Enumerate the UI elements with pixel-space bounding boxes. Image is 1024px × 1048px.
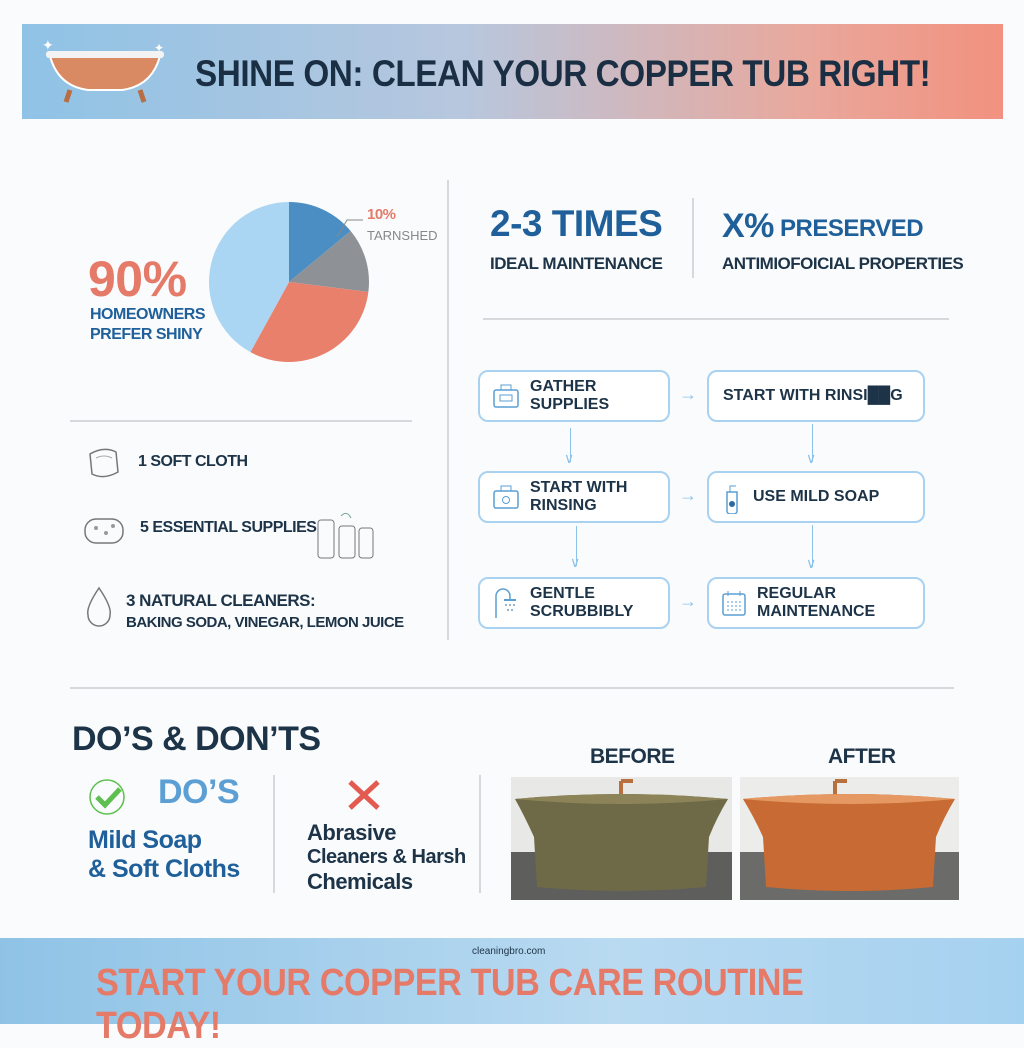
divider (479, 775, 481, 893)
homeowners-label: HOMEOWNERS (90, 306, 206, 323)
dos-text: & Soft Cloths (88, 855, 240, 883)
after-label: AFTER (828, 745, 896, 768)
homeowners-label-2: PREFER SHINY (90, 326, 203, 343)
step-start-rinsing-2: START WITH RINSING (478, 471, 670, 523)
after-tub-image (740, 777, 959, 900)
preserved-value: X% (722, 207, 774, 245)
tarnished-label: TARNSHED (367, 228, 438, 243)
step-gather-supplies: GATHER SUPPLIES (478, 370, 670, 422)
soap-bottle-icon (726, 485, 738, 514)
divider (692, 198, 694, 278)
preserved-word: PRESERVED (780, 215, 924, 242)
dos-heading: DO’S (158, 773, 240, 811)
before-label: BEFORE (590, 745, 675, 768)
sponge-icon (84, 518, 124, 544)
arrow-right-icon: → (679, 384, 697, 404)
pie-slice-3 (208, 202, 289, 353)
step-label: GATHER SUPPLIES (530, 378, 610, 413)
arrow-right-icon: → (679, 485, 697, 505)
checkmark-icon (89, 779, 125, 815)
svg-text:✦: ✦ (42, 38, 54, 53)
svg-text:✦: ✦ (154, 41, 164, 55)
step-label: USE MILD SOAP (753, 488, 880, 505)
bathtub-icon: ✦ ✦ (42, 38, 164, 103)
maintenance-value: 2-3 TIMES (490, 203, 663, 244)
pie-chart (208, 202, 369, 362)
shower-icon (495, 588, 516, 618)
before-tub-image (511, 777, 732, 900)
arrow-right-icon: → (679, 591, 697, 611)
arrow-down-icon: ∨ (564, 428, 574, 466)
footer-banner (0, 938, 1024, 1024)
homeowners-percent: 90% (88, 251, 187, 307)
header-banner (22, 24, 1003, 119)
dos-donts-title: DO’S & DON’TS (72, 720, 321, 758)
toolbox-icon (493, 384, 519, 408)
toolbox-drop-icon (493, 485, 519, 509)
cleaner-bottles-icon (317, 512, 374, 559)
supply-item: 1 SOFT CLOTH (138, 453, 248, 470)
step-label: GENTLE SCRUBBIBLY (530, 585, 634, 620)
supply-item: 5 ESSENTIAL SUPPLIES (140, 519, 317, 536)
arrow-down-icon: ∨ (570, 526, 580, 570)
divider (273, 775, 275, 893)
pie-slice-2 (250, 282, 369, 362)
supply-item: 3 NATURAL CLEANERS: (126, 591, 316, 610)
call-to-action: START YOUR COPPER TUB CARE ROUTINE TODAY… (96, 962, 804, 1047)
donts-text: Cleaners & Harsh (307, 846, 466, 868)
maintenance-label: IDEAL MAINTENANCE (490, 254, 663, 273)
tarnished-percent: 10% (367, 206, 396, 223)
donts-text: Abrasive (307, 820, 396, 845)
divider (70, 420, 412, 422)
step-label: REGULAR MAINTENANCE (757, 585, 876, 620)
calendar-icon (722, 591, 746, 616)
arrow-down-icon: ∨ (806, 525, 816, 571)
step-use-mild-soap: USE MILD SOAP (707, 471, 925, 523)
water-drop-icon (86, 586, 112, 627)
arrow-down-icon: ∨ (806, 424, 816, 466)
pie-slice-1 (289, 231, 369, 293)
watermark: cleaningbro.com (472, 946, 546, 957)
supply-subitem: BAKING SODA, VINEGAR, LEMON JUICE (126, 614, 404, 631)
page-title: SHINE ON: CLEAN YOUR COPPER TUB RIGHT! (195, 53, 931, 94)
pie-slice-0 (289, 202, 351, 282)
donts-text: Chemicals (307, 869, 413, 894)
step-label: START WITH RINSI██G (723, 387, 903, 404)
divider (70, 687, 954, 689)
step-regular-maintenance: REGULAR MAINTENANCE (707, 577, 925, 629)
x-mark-icon (348, 780, 380, 810)
step-start-rinsing: START WITH RINSI██G (707, 370, 925, 422)
leader-line (336, 219, 363, 238)
divider (483, 318, 949, 320)
step-label: START WITH RINSING (530, 479, 628, 514)
cloth-icon (89, 448, 119, 478)
preserved-label: ANTIMIOFOICIAL PROPERTIES (722, 254, 964, 273)
dos-text: Mild Soap (88, 826, 202, 854)
divider (447, 180, 449, 640)
step-gentle-scrubbing: GENTLE SCRUBBIBLY (478, 577, 670, 629)
